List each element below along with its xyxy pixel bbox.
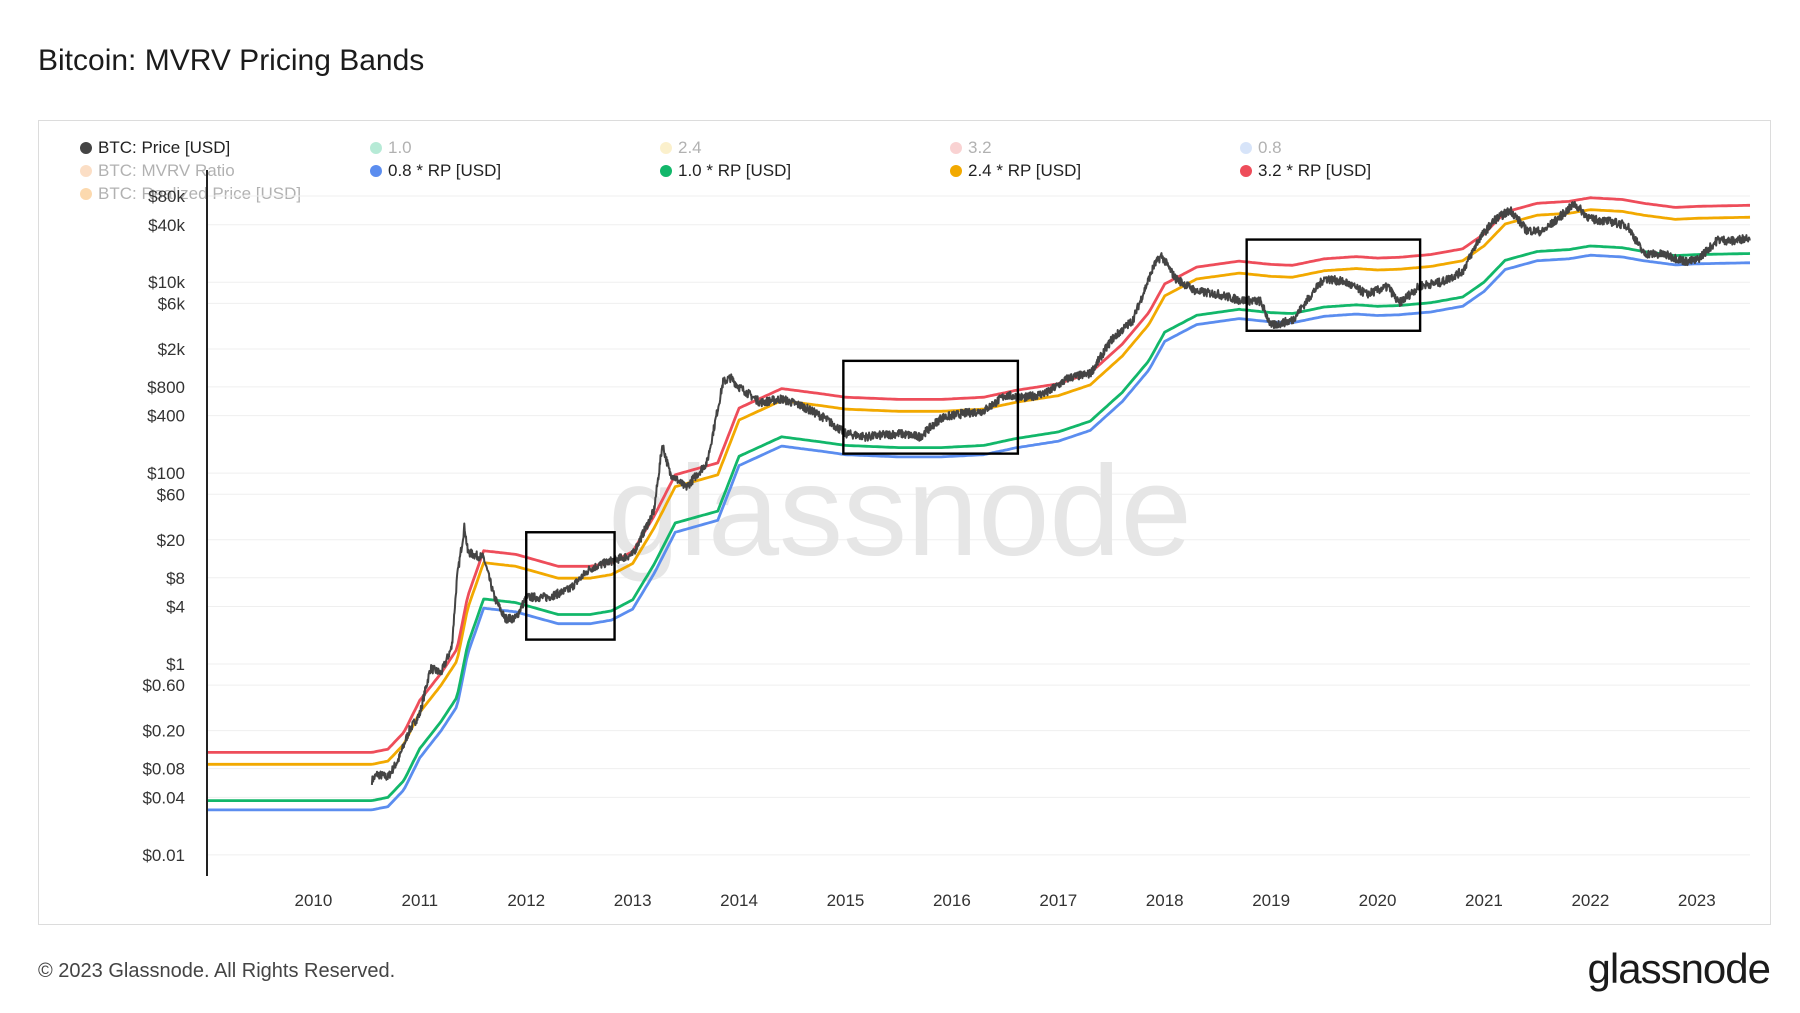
band-line	[207, 253, 1750, 812]
legend-label: BTC: Realized Price [USD]	[98, 184, 302, 203]
legend-item-2-4[interactable]: 2.4	[660, 138, 702, 158]
legend-label: BTC: MVRV Ratio	[98, 161, 235, 180]
y-tick-labels: $80k $40k $10k $6k $2k $800 $400 $100 $60 $20 $8 $4…	[142, 187, 185, 865]
legend-item-0-8-rp[interactable]: 0.8 * RP [USD]	[370, 161, 501, 181]
x-tick-labels: 2010 2011 2012 2013 2014 2015 2016 2017 2018 2019…	[294, 891, 1715, 910]
legend-label: 1.0 * RP [USD]	[678, 161, 792, 180]
band-line	[207, 196, 1750, 754]
page-title: Bitcoin: MVRV Pricing Bands	[38, 44, 425, 77]
y-tick-label: $0.01	[142, 846, 185, 865]
x-tick-label: 2016	[933, 891, 971, 910]
legend-label: 3.2 * RP [USD]	[1258, 161, 1372, 180]
legend-label: 2.4	[678, 138, 702, 157]
legend-dot	[370, 142, 382, 154]
x-tick-label: 2022	[1571, 891, 1609, 910]
y-tick-label: $10k	[148, 273, 185, 292]
y-tick-label: $80k	[148, 187, 185, 206]
y-tick-label: $0.04	[142, 788, 185, 807]
legend-label: 2.4 * RP [USD]	[968, 161, 1082, 180]
legend-dot	[1240, 165, 1252, 177]
legend-item-2-4-rp[interactable]: 2.4 * RP [USD]	[950, 161, 1081, 181]
x-tick-label: 2021	[1465, 891, 1503, 910]
y-tick-label: $4	[166, 598, 185, 617]
legend-dot	[80, 188, 92, 200]
price-line	[370, 200, 1751, 785]
legend-label: 0.8	[1258, 138, 1282, 157]
y-tick-label: $0.08	[142, 760, 185, 779]
x-tick-label: 2023	[1678, 891, 1716, 910]
chart-panel	[38, 120, 1771, 925]
copyright-text: © 2023 Glassnode. All Rights Reserved.	[38, 960, 396, 982]
legend-label: 0.8 * RP [USD]	[388, 161, 502, 180]
legend-item-mvrv-ratio[interactable]: BTC: MVRV Ratio	[80, 161, 235, 181]
x-tick-label: 2013	[614, 891, 652, 910]
highlight-box	[1245, 238, 1422, 332]
x-tick-label: 2014	[720, 891, 758, 910]
legend-dot	[80, 142, 92, 154]
legend-dot	[950, 165, 962, 177]
y-tick-label: $8	[166, 569, 185, 588]
x-tick-label: 2018	[1146, 891, 1184, 910]
y-tick-label: $60	[157, 485, 185, 504]
y-tick-label: $0.20	[142, 722, 185, 741]
glassnode-logo[interactable]: glassnode	[1587, 945, 1771, 992]
x-tick-label: 2019	[1252, 891, 1290, 910]
legend-item-1-0-rp[interactable]: 1.0 * RP [USD]	[660, 161, 791, 181]
price-series-line	[370, 200, 1751, 785]
legend-dot	[660, 142, 672, 154]
y-tick-label: $100	[147, 464, 185, 483]
band-line	[207, 244, 1751, 802]
chart-legend: BTC: Price [USD] 1.0 2.4 3.2 0.8 BTC: MV…	[80, 138, 1580, 208]
legend-label: 1.0	[388, 138, 412, 157]
legend-dot	[660, 165, 672, 177]
x-tick-label: 2020	[1359, 891, 1397, 910]
y-tick-label: $800	[147, 378, 185, 397]
legend-item-3-2[interactable]: 3.2	[950, 138, 992, 158]
highlight-boxes	[525, 238, 1422, 641]
legend-item-3-2-rp[interactable]: 3.2 * RP [USD]	[1240, 161, 1371, 181]
highlight-box	[842, 359, 1020, 455]
y-tick-label: $40k	[148, 216, 185, 235]
y-tick-label: $1	[166, 655, 185, 674]
legend-item-0-8[interactable]: 0.8	[1240, 138, 1282, 158]
y-tick-label: $0.60	[142, 676, 185, 695]
legend-dot	[80, 165, 92, 177]
y-tick-label: $400	[147, 407, 185, 426]
y-tick-label: $6k	[158, 294, 186, 313]
y-tick-label: $2k	[158, 340, 186, 359]
legend-dot	[370, 165, 382, 177]
legend-item-btc-price[interactable]: BTC: Price [USD]	[80, 138, 230, 158]
legend-item-realized-price[interactable]: BTC: Realized Price [USD]	[80, 184, 301, 204]
x-tick-label: 2015	[827, 891, 865, 910]
watermark: glassnode	[608, 440, 1192, 583]
x-tick-label: 2012	[507, 891, 545, 910]
y-tick-label: $20	[157, 531, 185, 550]
highlight-box	[525, 531, 616, 641]
legend-dot	[950, 142, 962, 154]
legend-label: BTC: Price [USD]	[98, 138, 231, 157]
legend-dot	[1240, 142, 1252, 154]
x-tick-label: 2017	[1039, 891, 1077, 910]
x-tick-label: 2011	[402, 891, 439, 910]
legend-item-1-0[interactable]: 1.0	[370, 138, 412, 158]
legend-label: 3.2	[968, 138, 992, 157]
x-tick-label: 2010	[294, 891, 332, 910]
